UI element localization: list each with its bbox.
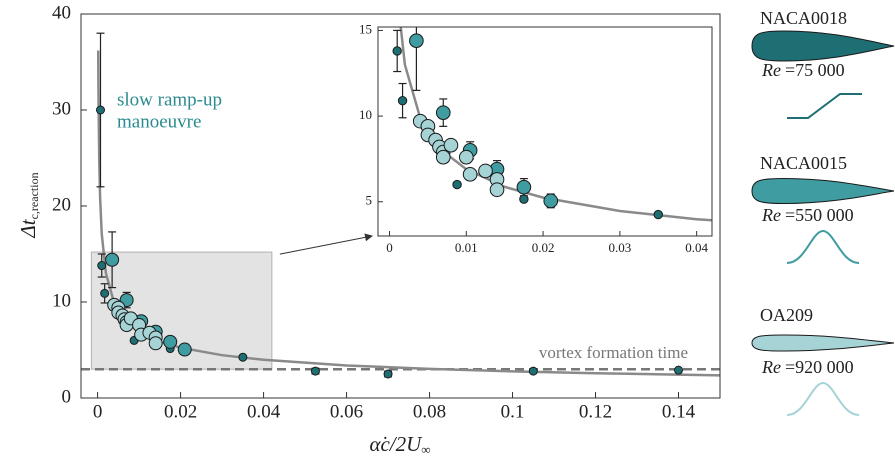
main-plot (96, 32, 720, 379)
reynolds-symbol: Re (761, 205, 781, 225)
inset-x-tick-label: 0.01 (455, 240, 478, 255)
data-point (674, 365, 684, 375)
data-point (462, 167, 478, 182)
y-axis-label-main: Δt (16, 218, 40, 238)
inset-y-tick-label: 15 (359, 21, 372, 36)
legend-reynolds: Re =550 000 (761, 205, 854, 225)
data-point (435, 105, 451, 120)
reynolds-symbol: Re (761, 357, 781, 377)
reynolds-value: =920 000 (785, 357, 854, 377)
x-tick-label: 0.1 (501, 401, 525, 422)
y-axis-label: Δtc,reaction (16, 172, 41, 238)
data-point (489, 182, 505, 198)
annotation: slow ramp-up (117, 89, 222, 110)
data-point (519, 194, 529, 204)
data-point (516, 179, 532, 195)
data-point (478, 163, 493, 179)
legend-label: OA209 (760, 305, 813, 325)
x-axis-label: α̇c/2U∞ (369, 432, 430, 457)
data-point (177, 342, 192, 357)
legend-motion (787, 93, 862, 119)
reynolds-value: =75 000 (785, 60, 845, 80)
legend-label: NACA0018 (760, 8, 847, 28)
data-point (397, 95, 408, 106)
data-point (409, 33, 424, 49)
data-point (105, 252, 120, 267)
inset-x-tick-label: 0.04 (685, 240, 708, 255)
legend-label: NACA0015 (760, 153, 847, 173)
x-tick-label: 0.08 (413, 401, 446, 422)
legend-motion (786, 381, 860, 416)
inset-x-tick-label: 0.03 (608, 240, 631, 255)
y-tick-label: 10 (52, 290, 71, 311)
data-point (238, 352, 248, 362)
x-axis-label-main: α̇c/2U (369, 432, 423, 456)
y-tick-label: 0 (62, 386, 72, 407)
x-axis-label-sub: ∞ (421, 442, 430, 457)
legend-airfoil (751, 30, 895, 62)
data-point (543, 193, 559, 209)
inset-frame (377, 26, 713, 237)
x-tick-label: 0.14 (662, 401, 696, 422)
inset-x-tick-label: 0.02 (532, 240, 555, 255)
data-point (96, 105, 106, 115)
reynolds-symbol: Re (761, 60, 781, 80)
legend-airfoil (751, 334, 895, 352)
data-point (653, 209, 663, 220)
y-tick-label: 20 (52, 194, 71, 215)
inset-plot (392, 27, 712, 222)
legend-reynolds: Re =75 000 (761, 60, 845, 80)
inset-x-tick-label: 0 (386, 240, 393, 255)
legend-reynolds: Re =920 000 (761, 357, 854, 377)
legend-motion (786, 229, 860, 264)
data-point (443, 137, 459, 153)
y-tick-label: 40 (52, 2, 71, 23)
x-tick-label: 0.12 (579, 401, 612, 422)
data-point (383, 369, 393, 379)
reynolds-value: =550 000 (785, 205, 854, 225)
data-point (528, 366, 538, 376)
inset-y-tick-label: 5 (366, 193, 373, 208)
annotation: manoeuvre (117, 111, 201, 132)
zoom-arrow (279, 233, 373, 255)
y-tick-label: 30 (52, 98, 71, 119)
legend-airfoil (751, 177, 895, 205)
inset-y-tick-label: 10 (359, 107, 372, 122)
data-point (148, 336, 163, 351)
reference-label: vortex formation time (539, 343, 688, 362)
data-point (163, 334, 178, 349)
data-point (97, 261, 107, 271)
data-point (452, 179, 462, 190)
data-point (435, 149, 451, 165)
data-point (458, 149, 474, 165)
data-point (310, 366, 320, 376)
x-tick-label: 0.06 (330, 401, 363, 422)
y-axis-label-sub: c,reaction (27, 172, 41, 219)
x-tick-label: 0 (93, 401, 103, 422)
x-tick-label: 0.04 (247, 401, 281, 422)
data-point (392, 46, 402, 56)
x-tick-label: 0.02 (164, 401, 197, 422)
data-point (100, 288, 110, 298)
